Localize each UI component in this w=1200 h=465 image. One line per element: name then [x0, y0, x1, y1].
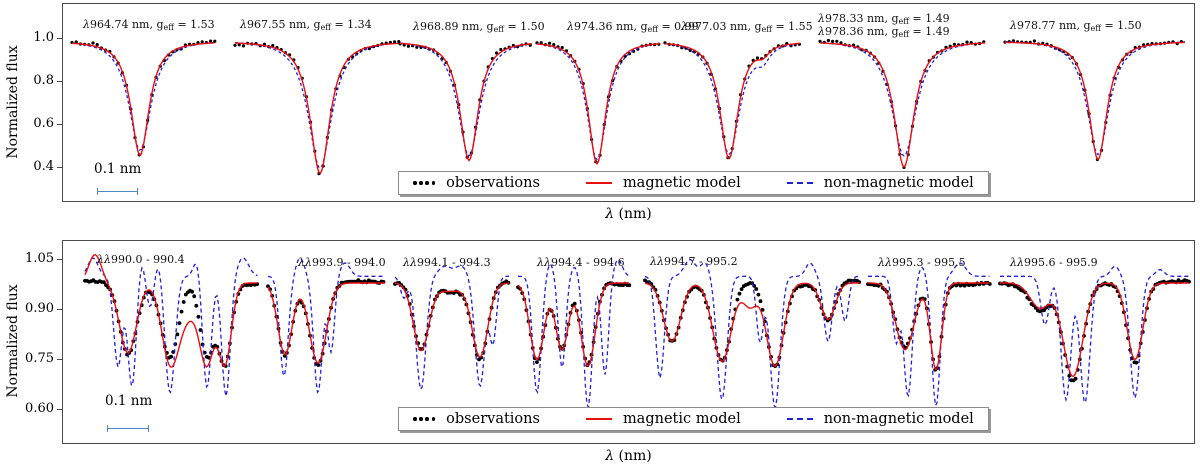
observations-dots	[818, 38, 986, 169]
legend-item-observations: observations	[413, 411, 540, 427]
y-tick-mark	[57, 124, 63, 126]
non-magnetic-model-curve	[868, 262, 990, 408]
magnetic-model-curve	[644, 282, 860, 368]
non-magnetic-model-curve	[1004, 41, 1186, 156]
observations-dots	[663, 41, 802, 160]
non-magnetic-model-curve	[234, 41, 401, 169]
spectra-plot	[70, 38, 1186, 176]
y-tick-label: 0.4	[33, 159, 54, 174]
observations-marker-icon	[413, 417, 436, 421]
observations-marker-icon	[413, 181, 436, 185]
magnetic-model-marker-icon	[585, 181, 612, 185]
scale-bar	[97, 188, 138, 195]
non-magnetic-model-curve	[399, 42, 533, 157]
non-magnetic-model-curve	[536, 42, 661, 161]
non-magnetic-model-marker-icon	[786, 418, 813, 420]
y-tick-mark	[57, 38, 63, 40]
spectra-plot	[83, 254, 1191, 410]
magnetic-model-curve	[1005, 41, 1186, 161]
observations-dots	[535, 41, 661, 164]
y-tick-mark	[57, 81, 63, 83]
non-magnetic-model-curve	[1000, 265, 1189, 404]
legend-label-magnetic-model: magnetic model	[622, 175, 741, 191]
scale-bar-label: 0.1 nm	[94, 161, 142, 177]
y-tick-mark	[57, 309, 63, 311]
observations-dots	[266, 278, 386, 367]
magnetic-model-marker-icon	[585, 417, 612, 421]
legend-label-observations: observations	[446, 411, 540, 427]
non-magnetic-model-curve	[664, 42, 801, 155]
non-magnetic-model-marker-icon	[786, 182, 813, 184]
magnetic-model-curve	[71, 42, 215, 156]
legend-item-non-magnetic-model: non-magnetic model	[786, 411, 974, 427]
bottom-panel: Normalized flux 1.05 0.90 0.75 0.60 λλ99…	[0, 237, 1200, 465]
magnetic-model-curve	[84, 254, 258, 368]
legend-item-non-magnetic-model: non-magnetic model	[786, 175, 974, 191]
magnetic-model-curve	[664, 42, 801, 160]
y-tick-label: 1.0	[33, 30, 54, 45]
y-tick-mark	[57, 359, 63, 361]
observations-dots	[233, 40, 401, 176]
x-axis-label: λ (nm)	[605, 206, 652, 222]
magnetic-model-curve	[1000, 282, 1189, 378]
non-magnetic-model-curve	[84, 257, 258, 397]
legend-label-non-magnetic-model: non-magnetic model	[823, 411, 974, 427]
y-tick-label: 0.8	[33, 73, 54, 88]
magnetic-model-curve	[517, 282, 629, 367]
plot-area: λλ990.0 - 990.4 λλ993.9 - 994.0 λλ994.1 - …	[62, 240, 1195, 444]
magnetic-model-curve	[399, 42, 533, 162]
y-tick-mark	[57, 259, 63, 261]
non-magnetic-model-curve	[71, 41, 215, 151]
non-magnetic-model-curve	[267, 257, 385, 394]
legend-label-magnetic-model: magnetic model	[622, 411, 741, 427]
legend-item-observations: observations	[413, 175, 540, 191]
magnetic-model-curve	[234, 42, 401, 175]
magnetic-model-curve	[394, 282, 509, 358]
non-magnetic-model-curve	[394, 265, 509, 391]
observations-dots	[643, 278, 862, 368]
y-tick-mark	[57, 167, 63, 169]
legend: observations magnetic model non-magnetic…	[398, 407, 989, 431]
legend-item-magnetic-model: magnetic model	[585, 175, 741, 191]
x-axis-label: λ (nm)	[605, 448, 652, 464]
top-panel: Normalized flux 1.0 0.8 0.6 0.4 λ964.74 …	[0, 0, 1200, 232]
magnetic-model-curve	[819, 42, 986, 169]
scale-bar-label: 0.1 nm	[105, 393, 153, 409]
legend: observations magnetic model non-magnetic…	[398, 171, 989, 195]
observations-dots	[70, 39, 217, 157]
non-magnetic-model-curve	[517, 259, 630, 410]
non-magnetic-model-curve	[819, 41, 986, 157]
y-tick-label: 0.75	[25, 351, 54, 366]
scale-bar	[107, 425, 149, 432]
magnetic-model-curve	[267, 282, 385, 364]
legend-label-observations: observations	[446, 175, 540, 191]
legend-label-non-magnetic-model: non-magnetic model	[823, 175, 974, 191]
y-axis-label: Normalized flux	[5, 45, 21, 159]
magnetic-model-curve	[536, 42, 661, 166]
y-tick-label: 1.05	[25, 251, 54, 266]
y-tick-label: 0.90	[25, 301, 54, 316]
observations-dots	[398, 42, 532, 159]
y-tick-label: 0.6	[33, 116, 54, 131]
magnetic-model-curve	[868, 282, 990, 371]
legend-item-magnetic-model: magnetic model	[585, 411, 741, 427]
y-tick-label: 0.60	[25, 401, 54, 416]
y-tick-mark	[57, 409, 63, 411]
plot-area: λ964.74 nm, geff = 1.53 λ967.55 nm, geff …	[62, 3, 1195, 202]
